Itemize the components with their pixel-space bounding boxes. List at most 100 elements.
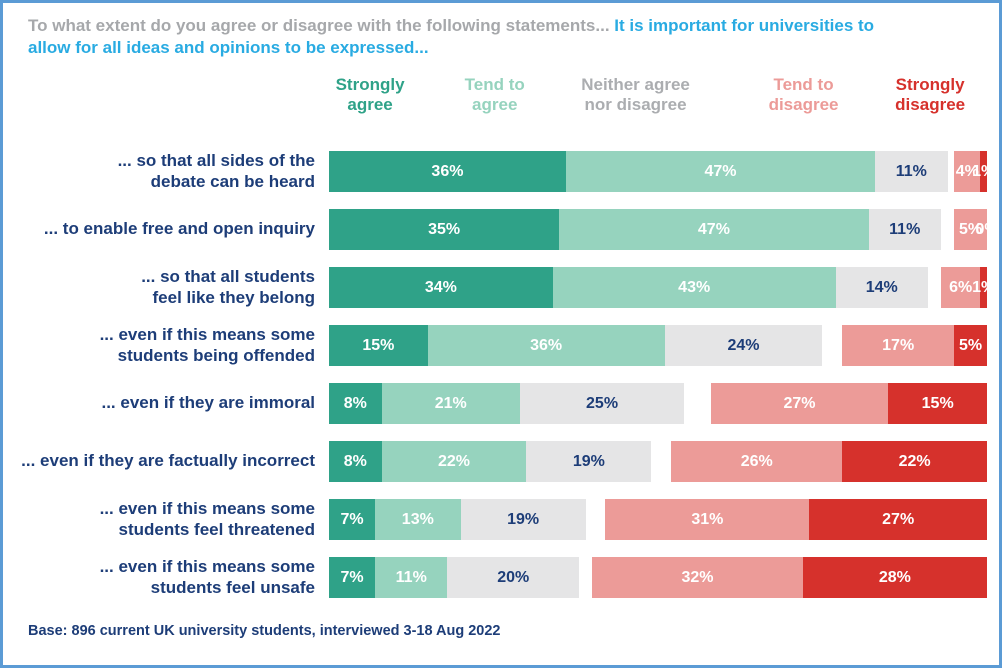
bar-segment-neither: 14% [835,267,928,308]
bar-segment-tend-to-agree: 47% [559,209,869,250]
bar-value-label: 47% [697,220,730,238]
bar-segment-strongly-agree: 8% [329,441,382,482]
bar-value-label: 20% [497,568,530,586]
row-label: ... even if this means some students fee… [99,499,315,539]
bar-segment-strongly-agree: 15% [329,325,428,366]
bar-segment-tend-to-agree: 36% [427,325,665,366]
bar-value-label: 36% [530,336,563,354]
bar-value-label: 47% [704,162,737,180]
bar-value-label: 43% [678,278,711,296]
bar-track: 35% 47% 11% 5% 0% [329,209,999,250]
row-label: ... even if this means some students fee… [99,557,315,597]
bar-value-label: 22% [898,452,931,470]
bar-value-label: 19% [572,452,605,470]
bar-value-label: 36% [431,162,464,180]
bar-value-label: 27% [783,394,816,412]
bar-value-label: 1% [972,162,996,180]
chart-row: ... even if they are factually incorrect… [3,433,987,491]
bar-segment-neither: 11% [875,151,948,192]
bar-value-label: 28% [878,568,911,586]
chart-title: To what extent do you agree or disagree … [28,15,908,59]
bar-segment-strongly-disagree: 1% [972,151,995,192]
bar-track: 7% 11% 20% 32% 28% [329,557,987,598]
bar-track: 36% 47% 11% 4% 1% [329,151,995,192]
bar-value-label: 22% [437,452,471,470]
bar-segment-neither: 24% [664,325,823,366]
bar-segment-strongly-disagree: 27% [809,499,987,540]
bar-value-label: 31% [691,510,724,528]
bar-track: 7% 13% 19% 31% 27% [329,499,987,540]
row-label: ... even if they are factually incorrect [21,451,315,471]
bar-segment-tend-to-agree: 47% [565,151,876,192]
row-label: ... even if this means some students bei… [99,325,315,365]
bar-segment-tend-to-disagree: 26% [671,441,843,482]
bar-segment-strongly-agree: 35% [329,209,560,250]
bar-value-label: 11% [395,568,427,586]
bar-segment-tend-to-disagree: 32% [592,557,803,598]
bar-segment-tend-to-disagree: 6% [940,267,981,308]
bar-gap [651,441,671,482]
bar-value-label: 5% [958,336,983,354]
bar-segment-strongly-agree: 7% [329,557,376,598]
bar-track: 34% 43% 14% 6% 1% [329,267,995,308]
chart-title-question: To what extent do you agree or disagree … [28,16,615,35]
bar-track: 8% 22% 19% 26% 22% [329,441,987,482]
bar-segment-tend-to-agree: 22% [381,441,527,482]
bar-value-label: 27% [882,510,915,528]
bar-value-label: 19% [507,510,540,528]
bar-value-label: 15% [921,394,954,412]
chart-row: ... so that all sides of the debate can … [3,143,995,201]
bar-segment-neither: 25% [519,383,685,424]
bar-segment-strongly-disagree: 15% [888,383,987,424]
bar-segment-neither: 19% [526,441,652,482]
chart-row: ... so that all students feel like they … [3,259,995,317]
bar-value-label: 7% [340,568,364,586]
bar-segment-tend-to-agree: 13% [375,499,461,540]
bar-value-label: 13% [401,510,434,528]
bar-value-label: 34% [424,278,457,296]
bar-gap [684,383,710,424]
bar-segment-strongly-agree: 7% [329,499,376,540]
bar-value-label: 35% [428,220,461,238]
bar-value-label: 8% [343,452,367,470]
legend-item-strongly-disagree: Strongly disagree [895,74,966,115]
bar-track: 15% 36% 24% 17% 5% [329,325,987,366]
chart-row: ... even if this means some students fee… [3,491,987,549]
bar-value-label: 24% [727,336,760,354]
bar-value-label: 21% [434,394,467,412]
row-label: ... to enable free and open inquiry [43,219,315,239]
bar-segment-tend-to-disagree: 31% [605,499,810,540]
bar-value-label: 0% [975,220,999,238]
bar-value-label: 8% [343,394,367,412]
bar-value-label: 15% [362,336,395,354]
chart-row: ... even if this means some students bei… [3,317,987,375]
chart-row: ... to enable free and open inquiry 35% 47… [3,201,999,259]
bar-segment-strongly-agree: 36% [329,151,566,192]
chart-row: ... even if this means some students fee… [3,549,987,607]
legend-item-strongly-agree: Strongly agree [335,74,405,115]
bar-value-label: 1% [972,278,996,296]
legend-item-tend-to-disagree: Tend to disagree [768,74,839,115]
bar-gap [948,151,955,192]
bar-segment-strongly-disagree: 28% [802,557,987,598]
base-note: Base: 896 current UK university students… [28,622,501,639]
bar-value-label: 5% [958,220,983,238]
bar-value-label: 14% [865,278,898,296]
bar-gap [941,209,954,250]
bar-segment-tend-to-disagree: 27% [710,383,889,424]
bar-track: 8% 21% 25% 27% 15% [329,383,987,424]
bar-segment-strongly-disagree: 5% [954,325,987,366]
bar-segment-tend-to-disagree: 17% [842,325,955,366]
legend: Strongly agree Tend to agree Neither agree… [336,74,987,129]
row-label: ... so that all students feel like they … [141,267,315,307]
bar-value-label: 17% [882,336,915,354]
bar-segment-tend-to-agree: 11% [375,557,448,598]
bar-segment-neither: 11% [868,209,941,250]
bar-value-label: 32% [681,568,714,586]
bar-segment-neither: 19% [460,499,586,540]
bar-value-label: 11% [895,162,927,180]
bar-segment-tend-to-agree: 43% [552,267,836,308]
bar-value-label: 6% [949,278,973,296]
chart-row: ... even if they are immoral 8% 21% 25% 27% 1… [3,375,987,433]
